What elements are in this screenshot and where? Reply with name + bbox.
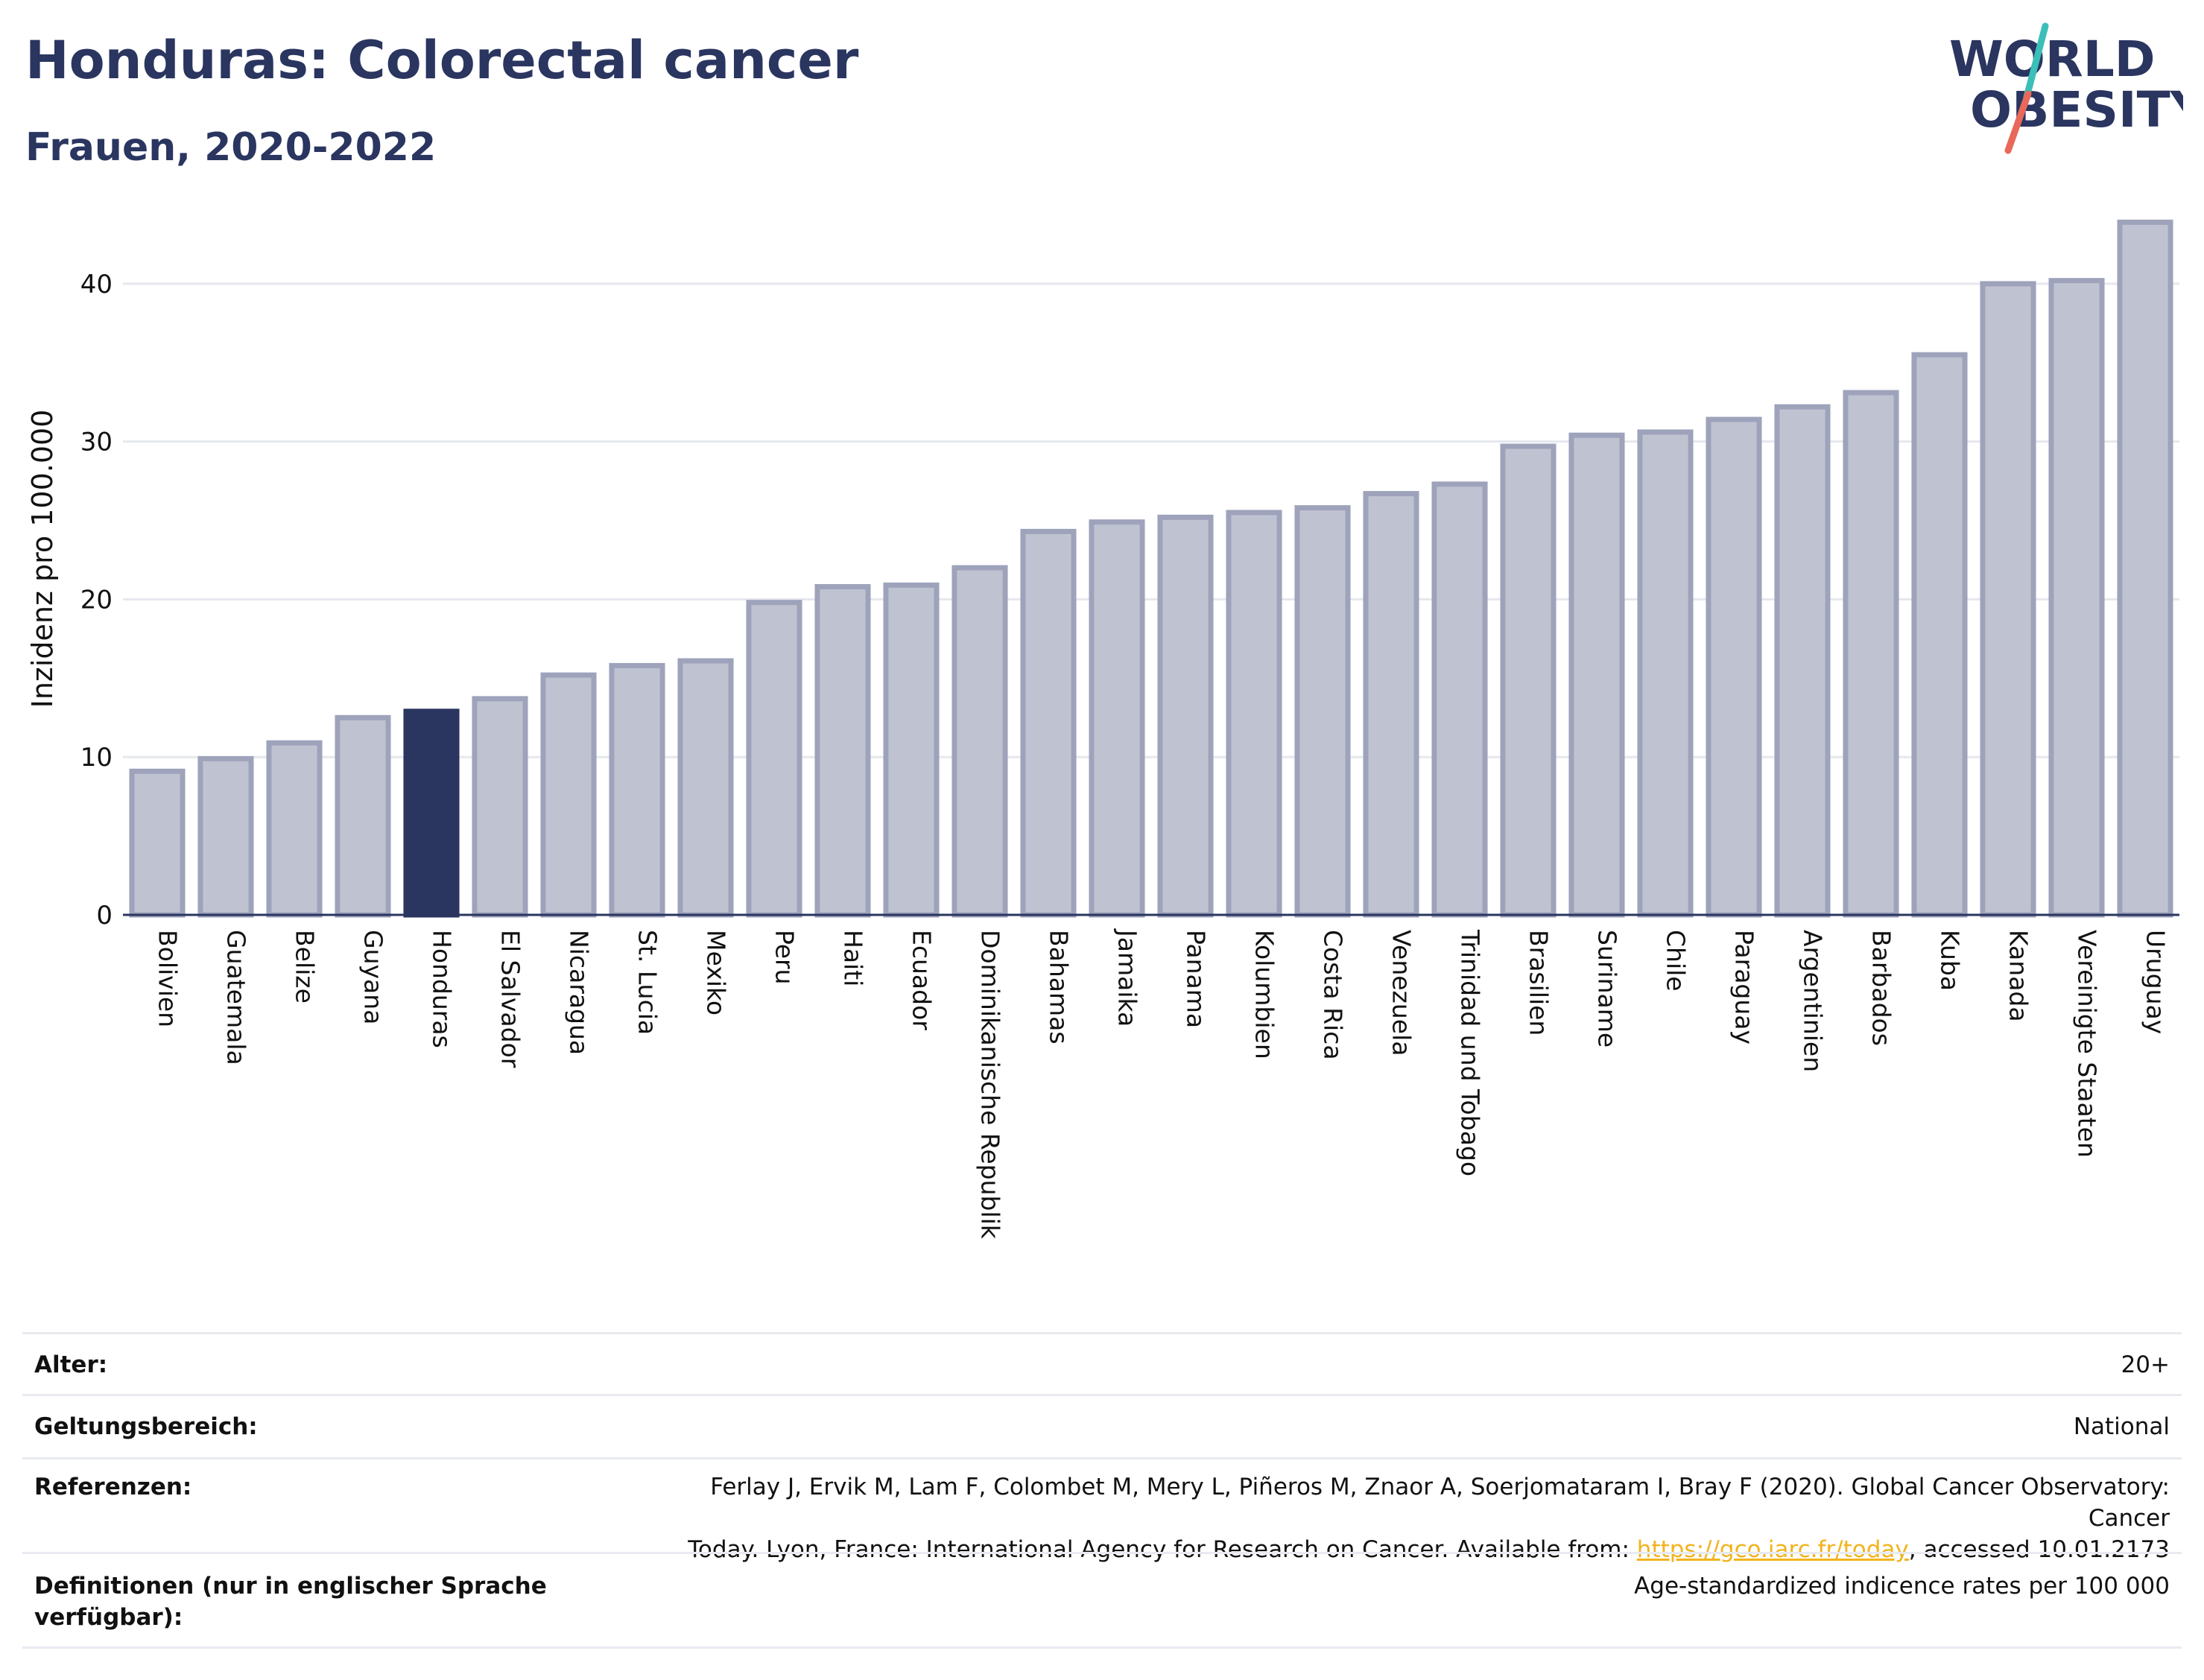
bar-vereinigte-staaten: [2048, 278, 2105, 918]
age-label: Alter:: [34, 1351, 108, 1378]
bar-bahamas: [1020, 528, 1077, 918]
meta-row-references: Referenzen: Ferlay J, Ervik M, Lam F, Co…: [22, 1457, 2182, 1563]
bars: [129, 219, 2173, 918]
x-tick-label: Bolivien: [153, 930, 183, 1027]
x-tick-labels: Bolivien Guatemala Belize Guyana Honduras El …: [153, 928, 2170, 1240]
x-tick-label: Bahamas: [1045, 930, 1074, 1045]
references-label: Referenzen:: [34, 1474, 192, 1500]
x-tick-label: El Salvador: [496, 930, 525, 1068]
x-tick-label: Peru: [770, 930, 799, 985]
metadata-table: Alter: 20+ Geltungsbereich: National Ref…: [22, 1332, 2182, 1649]
bar-st-lucia: [609, 662, 665, 918]
x-tick-label: Suriname: [1593, 930, 1622, 1047]
bar-paraguay: [1706, 416, 1762, 918]
y-tick-label: 10: [80, 743, 113, 773]
references-value: Ferlay J, Ervik M, Lam F, Colombet M, Me…: [680, 1471, 2170, 1565]
x-tick-label: Costa Rica: [1319, 930, 1348, 1060]
logo-slash-red: [2004, 90, 2032, 154]
bar-bolivien: [129, 768, 186, 918]
x-tick-label: Jamaika: [1113, 928, 1142, 1027]
y-axis-label: Inzidenz pro 100.000: [26, 410, 59, 709]
scope-value: National: [2073, 1413, 2170, 1440]
x-tick-label: Kanada: [2004, 930, 2033, 1022]
bar-kuba: [1911, 352, 1968, 918]
x-tick-label: Brasilien: [1524, 930, 1554, 1036]
bar-panama: [1157, 514, 1214, 918]
references-line2: Today. Lyon, France: International Agenc…: [680, 1534, 2170, 1565]
chart-title: Honduras: Colorectal cancer: [25, 30, 859, 91]
x-tick-label: Kolumbien: [1250, 930, 1279, 1059]
bar-honduras: [403, 709, 460, 918]
logo-line2: OBESITY: [1970, 81, 2183, 139]
x-tick-label: Nicaragua: [565, 930, 594, 1055]
x-tick-label: Argentinien: [1799, 930, 1828, 1072]
bar-suriname: [1568, 432, 1625, 918]
bar-barbados: [1843, 390, 1899, 918]
x-tick-label: Haiti: [839, 930, 868, 986]
meta-row-definitions: Definitionen (nur in englischer Sprache …: [22, 1552, 2182, 1649]
bar-chile: [1637, 429, 1694, 918]
x-tick-label: Paraguay: [1730, 930, 1759, 1045]
x-tick-label: Kuba: [1936, 930, 1965, 991]
meta-row-age: Alter: 20+: [22, 1332, 2182, 1394]
bar-chart: Bolivien Guatemala Belize Guyana Honduras El …: [26, 219, 2179, 1240]
y-tick-label: 0: [96, 901, 113, 931]
definitions-label: Definitionen (nur in englischer Sprache …: [34, 1573, 547, 1631]
x-tick-label: Venezuela: [1387, 930, 1416, 1056]
bar-ecuador: [883, 582, 940, 918]
bar-guatemala: [197, 755, 254, 918]
y-tick-labels: 0 10 20 30 40: [80, 270, 113, 931]
references-link[interactable]: https://gco.iarc.fr/today: [1636, 1536, 1909, 1563]
bar-peru: [746, 600, 802, 918]
y-tick-label: 40: [80, 270, 113, 299]
y-tick-label: 20: [80, 585, 113, 615]
bar-guyana: [335, 714, 391, 918]
grid-lines: [123, 282, 2179, 758]
x-tick-label: Panama: [1182, 930, 1211, 1028]
x-tick-label: Guyana: [359, 930, 388, 1024]
bar-brasilien: [1500, 443, 1557, 918]
logo-line1: WORLD: [1949, 31, 2156, 88]
bar-uruguay: [2117, 219, 2173, 918]
x-tick-label: Mexiko: [702, 930, 731, 1015]
definitions-value: Age-standardized indicence rates per 100…: [1634, 1573, 2170, 1600]
x-tick-label: Dominikanische Republik: [976, 930, 1005, 1240]
x-tick-label: Ecuador: [908, 930, 937, 1030]
bar-nicaragua: [540, 672, 597, 918]
x-tick-label: Belize: [291, 930, 320, 1004]
bar-el-salvador: [472, 696, 528, 918]
bar-haiti: [814, 584, 871, 918]
references-line2-tail: , accessed 10.01.2173: [1908, 1536, 2170, 1563]
x-tick-label: Guatemala: [222, 930, 251, 1065]
x-tick-label: Uruguay: [2141, 930, 2170, 1034]
references-line1: Ferlay J, Ervik M, Lam F, Colombet M, Me…: [710, 1474, 2170, 1532]
bar-belize: [266, 740, 323, 918]
bar-jamaika: [1089, 519, 1145, 918]
bar-costa-rica: [1294, 505, 1351, 918]
bar-mexiko: [677, 658, 734, 918]
bar-trinidad-und-tobago: [1431, 481, 1488, 918]
bar-venezuela: [1363, 491, 1419, 918]
references-line2-text: Today. Lyon, France: International Agenc…: [688, 1536, 1637, 1563]
bar-argentinien: [1774, 404, 1831, 918]
world-obesity-logo: WORLD OBESITY: [1949, 22, 2183, 154]
bar-kanada: [1980, 281, 2036, 918]
chart-subtitle: Frauen, 2020-2022: [25, 125, 437, 170]
bar-kolumbien: [1226, 510, 1282, 918]
x-tick-label: Chile: [1662, 930, 1691, 992]
x-tick-label: Trinidad und Tobago: [1456, 929, 1485, 1176]
scope-label: Geltungsbereich:: [34, 1413, 258, 1440]
bar-dominikanische-republik: [951, 565, 1008, 918]
x-tick-label: Honduras: [428, 930, 457, 1048]
x-tick-label: Barbados: [1867, 930, 1896, 1046]
x-tick-label: Vereinigte Staaten: [2073, 930, 2102, 1158]
meta-row-scope: Geltungsbereich: National: [22, 1394, 2182, 1457]
x-tick-label: St. Lucia: [633, 930, 662, 1035]
logo-slash-teal: [2023, 22, 2049, 101]
y-tick-label: 30: [80, 428, 113, 457]
age-value: 20+: [2121, 1351, 2170, 1378]
